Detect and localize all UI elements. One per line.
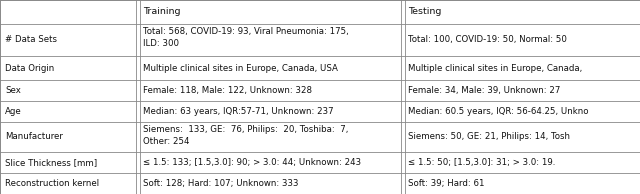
Text: Manufacturer: Manufacturer (5, 132, 63, 141)
Text: Female: 34, Male: 39, Unknown: 27: Female: 34, Male: 39, Unknown: 27 (408, 86, 561, 95)
Text: Soft: 39; Hard: 61: Soft: 39; Hard: 61 (408, 179, 485, 188)
Text: Multiple clinical sites in Europe, Canada, USA: Multiple clinical sites in Europe, Canad… (143, 64, 337, 73)
Text: Siemens:  133, GE:  76, Philips:  20, Toshiba:  7,
Other: 254: Siemens: 133, GE: 76, Philips: 20, Toshi… (143, 125, 348, 146)
Text: Multiple clinical sites in Europe, Canada,: Multiple clinical sites in Europe, Canad… (408, 64, 582, 73)
Text: Total: 568, COVID-19: 93, Viral Pneumonia: 175,
ILD: 300: Total: 568, COVID-19: 93, Viral Pneumoni… (143, 27, 348, 48)
Text: Total: 100, COVID-19: 50, Normal: 50: Total: 100, COVID-19: 50, Normal: 50 (408, 35, 567, 44)
Text: Female: 118, Male: 122, Unknown: 328: Female: 118, Male: 122, Unknown: 328 (143, 86, 312, 95)
Text: Soft: 128; Hard: 107; Unknown: 333: Soft: 128; Hard: 107; Unknown: 333 (143, 179, 298, 188)
Text: ≤ 1.5: 50; [1.5,3.0]: 31; > 3.0: 19.: ≤ 1.5: 50; [1.5,3.0]: 31; > 3.0: 19. (408, 158, 556, 167)
Text: Testing: Testing (408, 7, 442, 16)
Text: Slice Thickness [mm]: Slice Thickness [mm] (5, 158, 97, 167)
Text: Data Origin: Data Origin (5, 64, 54, 73)
Text: Median: 63 years, IQR:57-71, Unknown: 237: Median: 63 years, IQR:57-71, Unknown: 23… (143, 107, 333, 116)
Text: Reconstruction kernel: Reconstruction kernel (5, 179, 99, 188)
Text: ≤ 1.5: 133; [1.5,3.0]: 90; > 3.0: 44; Unknown: 243: ≤ 1.5: 133; [1.5,3.0]: 90; > 3.0: 44; Un… (143, 158, 361, 167)
Text: Siemens: 50, GE: 21, Philips: 14, Tosh: Siemens: 50, GE: 21, Philips: 14, Tosh (408, 132, 570, 141)
Text: Median: 60.5 years, IQR: 56-64.25, Unkno: Median: 60.5 years, IQR: 56-64.25, Unkno (408, 107, 589, 116)
Text: # Data Sets: # Data Sets (5, 35, 57, 44)
Text: Age: Age (5, 107, 22, 116)
Text: Sex: Sex (5, 86, 21, 95)
Text: Training: Training (143, 7, 180, 16)
